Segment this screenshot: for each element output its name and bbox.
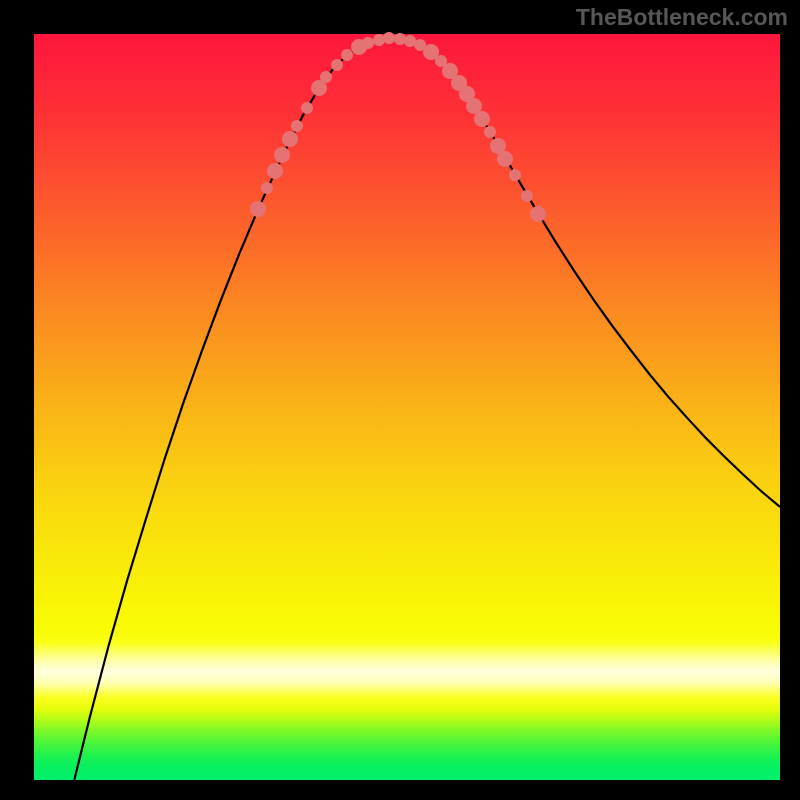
data-marker: [267, 163, 283, 179]
gradient-background: [34, 34, 780, 780]
data-marker: [521, 190, 533, 202]
data-marker: [291, 120, 303, 132]
data-marker: [261, 182, 273, 194]
data-marker: [497, 151, 513, 167]
watermark-text: TheBottleneck.com: [576, 4, 788, 31]
data-marker: [509, 169, 521, 181]
data-marker: [474, 111, 490, 127]
data-marker: [301, 102, 313, 114]
data-marker: [250, 201, 266, 217]
data-marker: [320, 71, 332, 83]
data-marker: [530, 206, 546, 222]
data-marker: [331, 59, 343, 71]
plot-area: [34, 34, 780, 780]
data-marker: [274, 147, 290, 163]
data-marker: [484, 126, 496, 138]
data-marker: [282, 131, 298, 147]
